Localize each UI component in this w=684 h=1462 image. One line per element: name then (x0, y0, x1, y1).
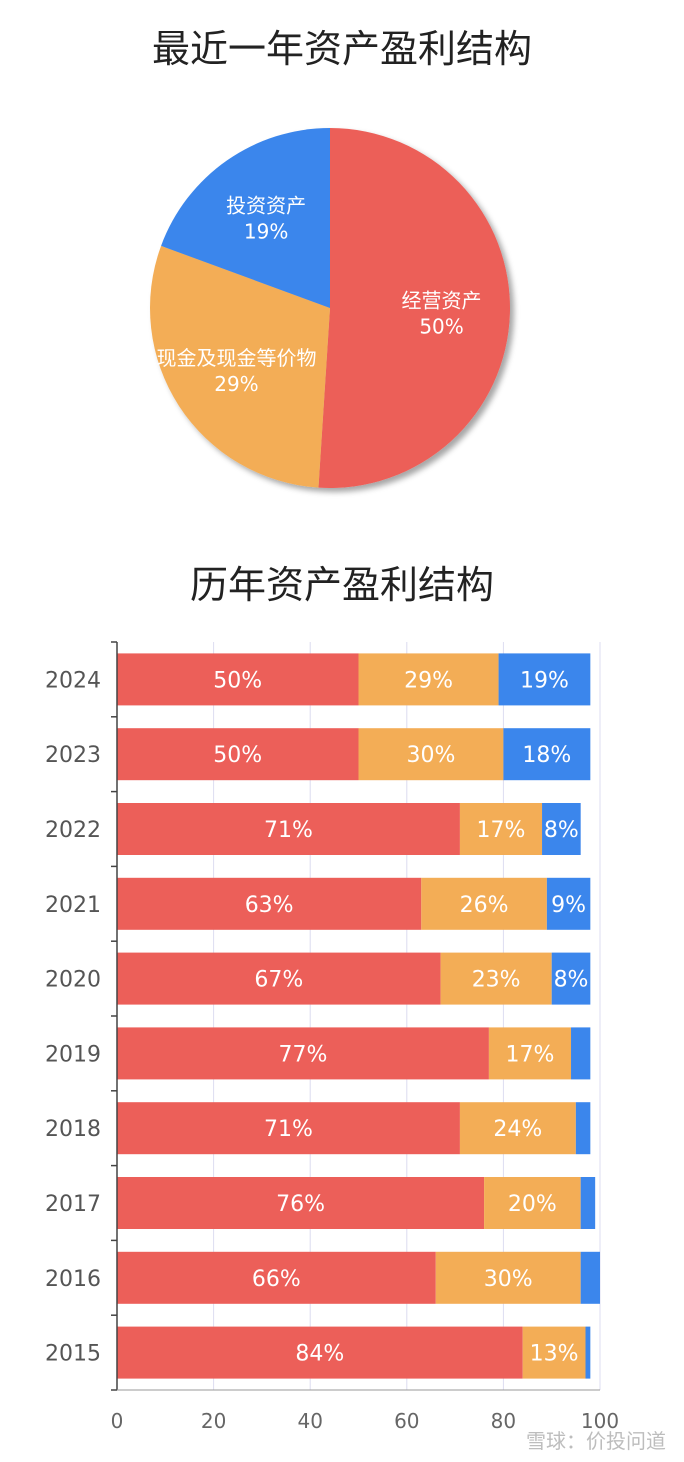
pie-slice-1 (150, 245, 330, 488)
pie-label: 现金及现金等价物 (156, 346, 316, 370)
bar-segment (117, 952, 441, 1005)
bar-data-label: 9% (551, 893, 586, 918)
bar-segment (117, 728, 359, 781)
bar-data-label: 63% (245, 893, 294, 918)
pie-slice-2 (161, 127, 330, 308)
pie-percent-label: 29% (214, 372, 258, 396)
bar-data-label: 13% (530, 1342, 579, 1367)
bar-data-label: 76% (276, 1192, 325, 1217)
y-category-label: 2022 (45, 818, 101, 843)
bar-segment (117, 1102, 460, 1155)
bar-data-label: 24% (493, 1117, 542, 1142)
bar-segment (117, 653, 359, 706)
bar-segment (117, 1027, 489, 1080)
bar-segment (585, 1326, 591, 1379)
bar-data-label: 17% (477, 818, 526, 843)
bar-segment (575, 1102, 591, 1155)
bar-data-label: 20% (508, 1192, 557, 1217)
bar-segment (542, 803, 581, 855)
x-tick-label: 40 (297, 1409, 322, 1430)
bar-data-label: 30% (484, 1267, 533, 1292)
bar-segment (435, 1251, 581, 1304)
bar-data-label: 71% (264, 818, 313, 843)
y-category-label: 2021 (45, 893, 101, 918)
x-tick-label: 20 (201, 1409, 226, 1430)
bar-data-label: 30% (406, 743, 455, 768)
x-tick-label: 100 (581, 1409, 619, 1430)
bar-segment (117, 803, 460, 855)
pie-label: 经营资产 (402, 289, 482, 313)
bar-segment (117, 1177, 485, 1229)
bar-data-label: 50% (213, 668, 262, 693)
bar-chart-title: 历年资产盈利结构 (189, 563, 494, 607)
bar-data-label: 66% (252, 1267, 301, 1292)
y-category-label: 2020 (45, 968, 101, 993)
pie-percent-label: 19% (244, 219, 288, 243)
bar-segment (571, 1027, 591, 1080)
bar-segment (498, 653, 591, 706)
pie-chart-title: 最近一年资产盈利结构 (151, 27, 532, 71)
bar-segment (546, 877, 591, 930)
bar-data-label: 8% (544, 818, 579, 843)
bar-segment (522, 1326, 586, 1379)
bar-segment (551, 952, 591, 1005)
y-category-label: 2024 (45, 668, 101, 693)
bar-segment (358, 653, 499, 706)
stacked-bar-chart: 50% 29% 19% 50% 30% 18% 71% 17% 8% 63% 26% 9% 67% 23%… (45, 641, 619, 1430)
bar-segment (358, 728, 504, 781)
y-category-label: 2017 (45, 1192, 101, 1217)
bar-segment (580, 1177, 596, 1229)
bar-data-label: 23% (472, 968, 521, 993)
bar-data-label: 67% (254, 968, 303, 993)
bar-data-label: 19% (520, 668, 569, 693)
y-category-label: 2016 (45, 1267, 101, 1292)
watermark: 雪球：价投问道 (526, 1429, 666, 1453)
pie-label: 投资资产 (226, 193, 306, 217)
bar-segment (421, 877, 547, 930)
pie-slice-0 (318, 128, 511, 488)
bar-segment (580, 1251, 600, 1304)
y-category-label: 2023 (45, 743, 101, 768)
bar-data-label: 29% (404, 668, 453, 693)
bar-segment (459, 803, 543, 855)
y-category-label: 2015 (45, 1342, 101, 1367)
y-category-label: 2019 (45, 1042, 101, 1067)
bar-segment (117, 1326, 523, 1379)
x-tick-label: 0 (111, 1409, 124, 1430)
bar-segment (459, 1102, 576, 1155)
bar-segment (503, 728, 591, 781)
bar-segment (488, 1027, 572, 1080)
bar-data-label: 26% (460, 893, 509, 918)
bar-data-label: 17% (506, 1042, 555, 1067)
y-category-label: 2018 (45, 1117, 101, 1142)
bar-data-label: 84% (295, 1342, 344, 1367)
bar-segment (484, 1177, 581, 1229)
bar-data-label: 50% (213, 743, 262, 768)
pie-percent-label: 50% (419, 315, 463, 339)
bar-data-label: 8% (554, 968, 589, 993)
bar-data-label: 18% (522, 743, 571, 768)
bar-data-label: 77% (279, 1042, 328, 1067)
x-tick-label: 60 (394, 1409, 419, 1430)
bar-segment (117, 1251, 436, 1304)
bar-data-label: 71% (264, 1117, 313, 1142)
bar-segment (440, 952, 552, 1005)
x-tick-label: 80 (491, 1409, 516, 1430)
bar-segment (117, 877, 422, 930)
